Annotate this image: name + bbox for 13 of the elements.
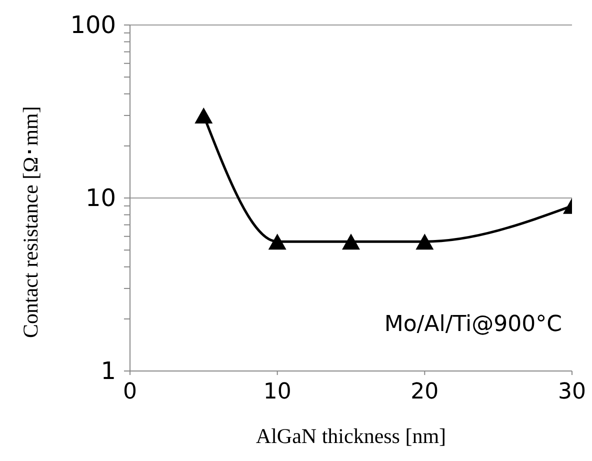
y-tick-label: 10 xyxy=(85,184,116,212)
point xyxy=(194,107,213,124)
x-axis-title: AlGaN thickness [nm] xyxy=(256,424,446,448)
point xyxy=(268,234,286,250)
y-tick-label: 1 xyxy=(100,357,116,385)
point xyxy=(342,234,360,250)
x-tick-label: 30 xyxy=(558,380,586,405)
y-axis-title: Contact resistance [Ω･mm] xyxy=(18,106,42,338)
x-tick-label: 0 xyxy=(123,380,137,405)
y-tick-label: 100 xyxy=(70,11,116,39)
annotation: Mo/Al/Ti@900°C xyxy=(384,312,562,337)
x-tick-label: 10 xyxy=(263,380,292,405)
x-tick-label: 20 xyxy=(410,380,439,405)
